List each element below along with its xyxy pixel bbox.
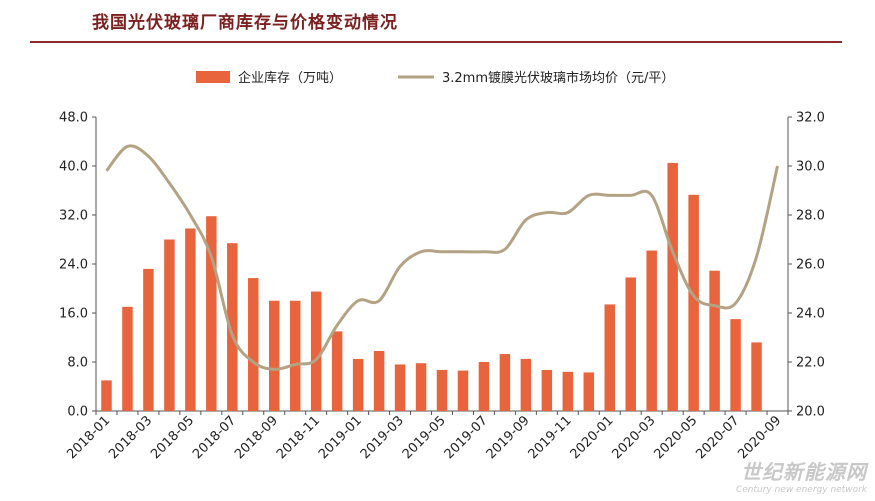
y-right-tick-label: 24.0 bbox=[796, 307, 825, 322]
inventory-bar bbox=[562, 371, 574, 411]
watermark-main: 世纪新能源网 bbox=[741, 460, 867, 484]
x-tick-label: 2018-07 bbox=[190, 413, 239, 462]
watermark-sub: Century new energy network bbox=[735, 485, 867, 495]
x-tick-label: 2019-05 bbox=[400, 413, 449, 462]
inventory-bar bbox=[583, 372, 595, 411]
inventory-bar bbox=[646, 250, 657, 411]
inventory-bar bbox=[709, 270, 720, 411]
x-tick-label: 2018-01 bbox=[64, 413, 113, 462]
inventory-bar bbox=[248, 278, 259, 411]
x-tick-label: 2018-09 bbox=[232, 413, 281, 462]
y-left-tick-label: 0.0 bbox=[67, 405, 88, 420]
inventory-bar bbox=[185, 228, 196, 411]
inventory-bar bbox=[101, 380, 112, 411]
x-tick-label: 2018-03 bbox=[106, 413, 155, 462]
inventory-bar bbox=[667, 162, 678, 411]
inventory-bar bbox=[604, 304, 615, 411]
price-line bbox=[105, 144, 779, 371]
x-tick-label: 2019-03 bbox=[358, 413, 407, 462]
inventory-bar bbox=[751, 342, 762, 411]
line-series bbox=[105, 144, 779, 371]
legend-line-label: 3.2mm镀膜光伏玻璃市场均价（元/平） bbox=[442, 70, 674, 86]
inventory-bar bbox=[415, 363, 427, 411]
x-tick-label: 2020-01 bbox=[568, 413, 617, 462]
y-left-tick-label: 40.0 bbox=[59, 160, 88, 175]
y-right-tick-label: 26.0 bbox=[796, 258, 825, 273]
title-divider bbox=[30, 41, 842, 43]
y-right-tick-label: 28.0 bbox=[796, 209, 825, 224]
inventory-bar bbox=[331, 331, 343, 411]
y-right-tick-label: 32.0 bbox=[796, 111, 825, 126]
chart-title: 我国光伏玻璃厂商库存与价格变动情况 bbox=[92, 13, 398, 33]
inventory-bar bbox=[730, 319, 741, 411]
y-right-tick-label: 22.0 bbox=[796, 356, 825, 371]
inventory-bar bbox=[457, 370, 469, 411]
x-tick-label: 2020-03 bbox=[610, 413, 659, 462]
inventory-bar bbox=[310, 291, 322, 411]
inventory-bar bbox=[520, 358, 532, 411]
x-tick-label: 2019-09 bbox=[484, 413, 533, 462]
y-left-tick-label: 16.0 bbox=[59, 307, 88, 322]
legend-bar-swatch bbox=[196, 71, 230, 83]
bar-series bbox=[101, 162, 762, 411]
y-left-tick-label: 24.0 bbox=[59, 258, 88, 273]
x-tick-label: 2020-09 bbox=[735, 413, 784, 462]
inventory-bar bbox=[625, 277, 636, 411]
inventory-bar bbox=[499, 354, 511, 411]
inventory-bar bbox=[206, 216, 217, 411]
inventory-bar bbox=[227, 243, 238, 411]
x-tick-label: 2019-07 bbox=[442, 413, 491, 462]
y-right-tick-label: 30.0 bbox=[796, 160, 825, 175]
y-left-tick-label: 48.0 bbox=[59, 111, 88, 126]
inventory-bar bbox=[478, 362, 490, 411]
x-tick-label: 2019-11 bbox=[526, 413, 575, 462]
x-tick-label: 2020-05 bbox=[651, 413, 700, 462]
inventory-bar bbox=[541, 369, 553, 411]
inventory-bar bbox=[688, 194, 699, 411]
inventory-bar bbox=[122, 306, 133, 411]
x-tick-label: 2019-01 bbox=[316, 413, 365, 462]
y-left-tick-label: 8.0 bbox=[67, 356, 88, 371]
legend-bar-label: 企业库存（万吨） bbox=[238, 70, 342, 86]
inventory-bar bbox=[373, 350, 385, 411]
inventory-bar bbox=[143, 268, 154, 411]
inventory-bar bbox=[394, 364, 406, 411]
inventory-bar bbox=[352, 358, 364, 411]
inventory-bar bbox=[289, 300, 301, 411]
x-tick-label: 2020-07 bbox=[693, 413, 742, 462]
inventory-bar bbox=[164, 239, 175, 411]
inventory-bar bbox=[269, 300, 280, 411]
inventory-bar bbox=[436, 369, 448, 411]
y-right-tick-label: 20.0 bbox=[796, 405, 825, 420]
x-tick-label: 2018-05 bbox=[148, 413, 197, 462]
y-left-tick-label: 32.0 bbox=[59, 209, 88, 224]
legend: 企业库存（万吨） 3.2mm镀膜光伏玻璃市场均价（元/平） bbox=[196, 70, 674, 86]
x-tick-label: 2018-11 bbox=[274, 413, 323, 462]
watermark: 世纪新能源网 Century new energy network bbox=[736, 456, 867, 495]
